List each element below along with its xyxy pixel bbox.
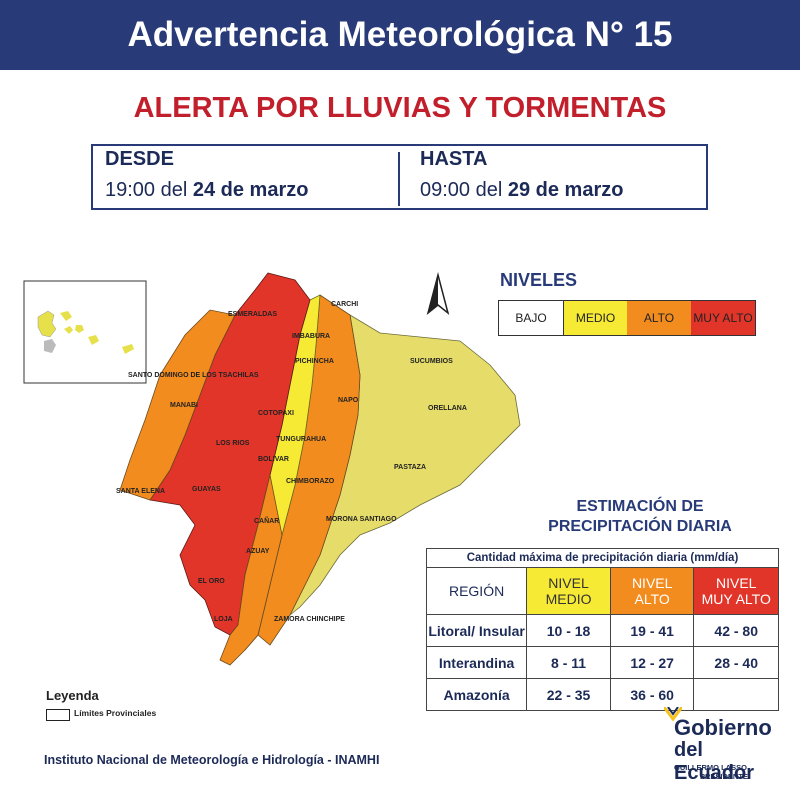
label-chimborazo: CHIMBORAZO (286, 478, 335, 485)
label-el-oro: EL ORO (198, 578, 225, 585)
date-to: HASTA 09:00 del 29 de marzo (420, 146, 623, 208)
header-muy-alto-line1: NIVEL (715, 575, 757, 591)
row-muy-alto: 42 - 80 (693, 614, 779, 647)
header-medio-line1: NIVEL (548, 575, 589, 591)
label-napo: NAPO (338, 397, 359, 404)
header-medio-line2: MEDIO (545, 591, 592, 607)
row-muy-alto (693, 678, 779, 711)
footer-org: Instituto Nacional de Meteorología e Hid… (44, 753, 380, 767)
label-carchi: CARCHI (331, 301, 358, 308)
nivel-bajo: BAJO (499, 301, 564, 335)
date-from: DESDE 19:00 del 24 de marzo (105, 146, 308, 208)
label-pastaza: PASTAZA (394, 464, 426, 471)
legend-swatch (46, 709, 70, 721)
header-title: Advertencia Meteorológica N° 15 (127, 15, 673, 54)
date-to-label: HASTA (420, 148, 488, 170)
header-nivel-medio: NIVEL MEDIO (526, 567, 611, 615)
logo-line1: Gobierno (674, 715, 772, 740)
north-arrow-icon (426, 272, 450, 316)
label-bolivar: BOLIVAR (258, 456, 289, 463)
label-morona: MORONA SANTIAGO (326, 516, 397, 523)
table-row: Amazonía 22 - 35 36 - 60 (425, 678, 779, 711)
legend-title: Leyenda (46, 688, 99, 703)
label-azuay: AZUAY (246, 548, 270, 555)
header-nivel-muy-alto: NIVEL MUY ALTO (693, 567, 779, 615)
header-alto-line1: NIVEL (631, 575, 673, 591)
label-imbabura: IMBABURA (292, 333, 330, 340)
label-manabi: MANABI (170, 402, 198, 409)
precipitation-table: Cantidad máxima de precipitación diaria … (425, 548, 779, 711)
row-medio: 8 - 11 (526, 646, 611, 679)
legend-item-label: Límites Provinciales (74, 708, 157, 718)
label-guayas: GUAYAS (192, 486, 221, 493)
date-from-time: 19:00 del (105, 179, 193, 201)
header-alto-line2: ALTO (634, 591, 670, 607)
header-muy-alto-line2: MUY ALTO (701, 591, 771, 607)
label-esmeraldas: ESMERALDAS (228, 311, 277, 318)
gobierno-logo: Gobierno del Ecuador GUILLERMO LASSO PRE… (660, 705, 780, 785)
estimacion-title-line2: PRECIPITACIÓN DIARIA (548, 518, 732, 535)
row-medio: 22 - 35 (526, 678, 611, 711)
date-to-value: 09:00 del 29 de marzo (420, 179, 623, 202)
ecuador-map: CARCHI ESMERALDAS IMBABURA SUCUMBIOS PIC… (23, 272, 521, 666)
logo-line3: GUILLERMO LASSO (674, 763, 747, 772)
region-alto-west (119, 309, 236, 501)
label-canar: CAÑAR (254, 516, 279, 525)
label-cotopaxi: COTOPAXI (258, 410, 294, 417)
table-row: Litoral/ Insular 10 - 18 19 - 41 42 - 80 (425, 614, 779, 647)
label-sucumbios: SUCUMBIOS (410, 358, 453, 365)
header-nivel-alto: NIVEL ALTO (609, 567, 695, 615)
region-header: REGIÓN (425, 567, 528, 615)
estimacion-title-line1: ESTIMACIÓN DE (576, 498, 704, 515)
niveles-legend: BAJO MEDIO ALTO MUY ALTO (498, 300, 756, 336)
row-alto: 19 - 41 (609, 614, 695, 647)
date-from-label: DESDE (105, 148, 174, 170)
nivel-muy-alto: MUY ALTO (691, 301, 755, 335)
logo-mark-icon (664, 707, 682, 721)
row-medio: 10 - 18 (526, 614, 611, 647)
date-range-box: DESDE 19:00 del 24 de marzo HASTA 09:00 … (91, 144, 708, 210)
label-loja: LOJA (214, 616, 233, 623)
galapagos-inset (23, 280, 147, 384)
estimacion-title: ESTIMACIÓN DE PRECIPITACIÓN DIARIA (520, 497, 760, 537)
row-region: Interandina (425, 646, 528, 679)
date-to-date: 29 de marzo (507, 179, 624, 201)
date-divider (398, 152, 400, 206)
table-row: Interandina 8 - 11 12 - 27 28 - 40 (425, 646, 779, 679)
label-tungurahua: TUNGURAHUA (276, 436, 326, 443)
date-from-value: 19:00 del 24 de marzo (105, 179, 308, 202)
page-header: Advertencia Meteorológica N° 15 (0, 0, 800, 70)
label-zamora: ZAMORA CHINCHIPE (274, 616, 345, 623)
date-to-time: 09:00 del (420, 179, 508, 201)
niveles-title: NIVELES (500, 270, 578, 290)
label-orellana: ORELLANA (428, 405, 467, 412)
region-alto-south (219, 474, 283, 666)
row-region: Litoral/ Insular (425, 614, 528, 647)
logo-line2: del Ecuador (674, 739, 755, 784)
row-alto: 12 - 27 (609, 646, 695, 679)
row-region: Amazonía (425, 678, 528, 711)
label-pichincha: PICHINCHA (295, 358, 334, 365)
nivel-medio: MEDIO (564, 301, 627, 335)
label-santo-domingo: SANTO DOMINGO DE LOS TSACHILAS (128, 372, 259, 379)
nivel-alto: ALTO (627, 301, 691, 335)
label-los-rios: LOS RIOS (216, 440, 250, 447)
label-santa-elena: SANTA ELENA (116, 488, 165, 495)
row-alto: 36 - 60 (609, 678, 695, 711)
logo-line4: PRESIDENTE (700, 772, 748, 781)
date-from-date: 24 de marzo (192, 179, 309, 201)
table-caption: Cantidad máxima de precipitación diaria … (426, 548, 779, 568)
alert-title: ALERTA POR LLUVIAS Y TORMENTAS (133, 92, 667, 124)
row-muy-alto: 28 - 40 (693, 646, 779, 679)
